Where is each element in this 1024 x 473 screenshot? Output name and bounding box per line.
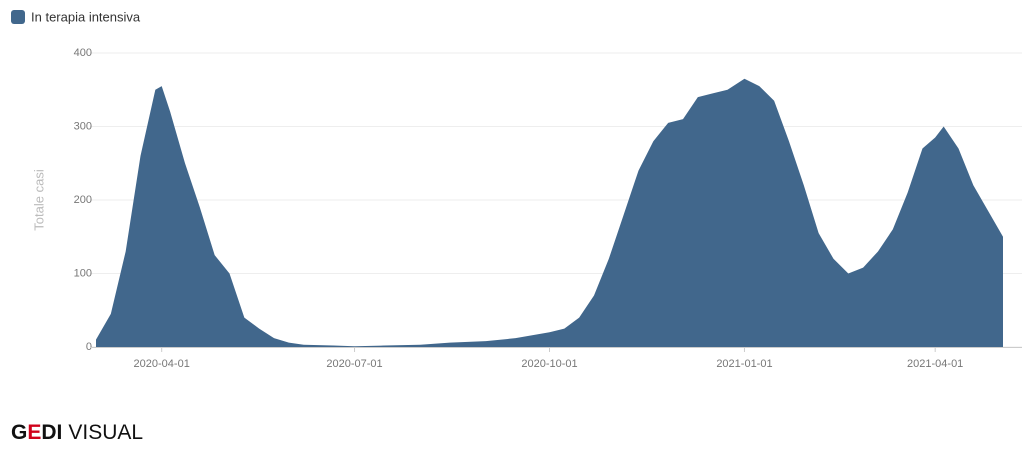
- x-tick-label: 2021-01-01: [716, 358, 772, 370]
- y-tick-label: 100: [74, 267, 92, 279]
- x-tick-label: 2021-04-01: [907, 358, 963, 370]
- legend-label: In terapia intensiva: [31, 9, 141, 24]
- logo-part: VISUAL: [68, 421, 143, 444]
- x-tick-label: 2020-07-01: [326, 358, 382, 370]
- logo-part: E: [27, 421, 41, 444]
- logo-part: G: [11, 421, 27, 444]
- logo: GEDI VISUAL: [11, 421, 143, 444]
- x-tick-label: 2020-10-01: [521, 358, 577, 370]
- y-tick-label: 300: [74, 120, 92, 132]
- legend-swatch: [11, 10, 25, 24]
- y-tick-label: 0: [86, 341, 92, 353]
- x-tick-label: 2020-04-01: [134, 358, 190, 370]
- logo-part: DI: [41, 421, 62, 444]
- y-axis-label: Totale casi: [31, 169, 46, 231]
- area: [96, 78, 1003, 347]
- y-tick-label: 400: [74, 47, 92, 59]
- y-tick-label: 200: [74, 194, 92, 206]
